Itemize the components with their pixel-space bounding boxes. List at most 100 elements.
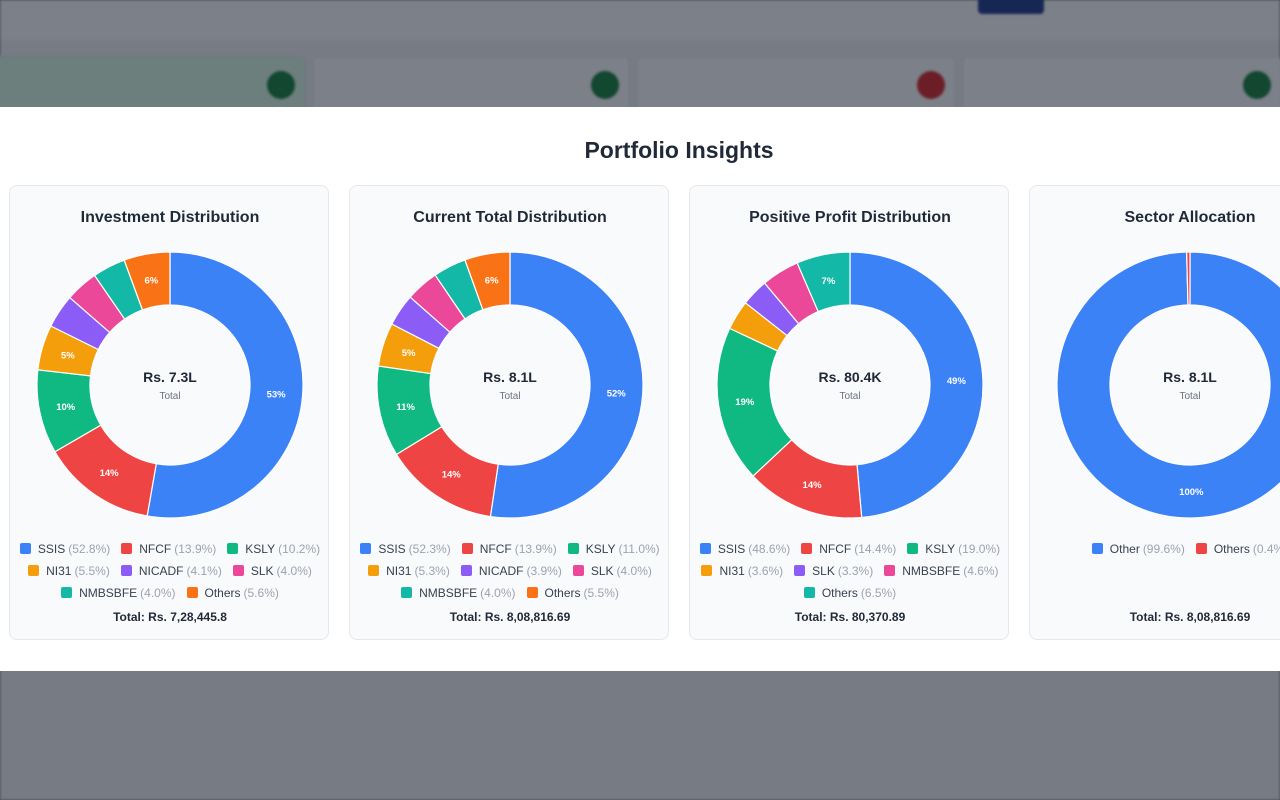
legend-swatch xyxy=(699,543,711,554)
legend-swatch xyxy=(227,543,239,554)
chart-title: Sector Allocation xyxy=(1124,209,1256,226)
chart-title: Investment Distribution xyxy=(80,209,260,226)
donut-slice-ssis[interactable] xyxy=(489,251,644,519)
legend-swatch xyxy=(801,543,813,554)
legend-item-slk[interactable]: SLK (4.0%) xyxy=(572,562,652,579)
slice-label: 14% xyxy=(803,480,823,491)
chart-legend: SSIS (52.8%) NFCF (13.9%) KSLY (10.2%) NI31 (5.… xyxy=(18,540,322,601)
legend-swatch xyxy=(186,587,198,598)
legend-swatch xyxy=(360,543,372,554)
legend-item-slk[interactable]: SLK (4.0%) xyxy=(232,562,312,579)
legend-label: NI31 xyxy=(719,563,745,578)
legend-percent: (5.5%) xyxy=(583,585,619,600)
donut-center-label: Total xyxy=(499,391,520,402)
donut-center-value: Rs. 80.4K xyxy=(818,369,881,385)
legend-item-nicadf[interactable]: NICADF (4.1%) xyxy=(120,562,222,579)
legend-item-ni31[interactable]: NI31 (3.6%) xyxy=(701,562,783,579)
donut-slice-ssis[interactable] xyxy=(146,251,304,519)
donut-center-label: Total xyxy=(159,391,180,402)
legend-item-ksly[interactable]: KSLY (10.2%) xyxy=(227,540,320,557)
legend-item-nmbsbfe[interactable]: NMBSBFE (4.0%) xyxy=(61,584,176,601)
donut-chart: 52% 14% 11% 5% 6% Rs. 8.1L Total xyxy=(376,251,644,519)
donut-slice-others[interactable] xyxy=(1186,251,1191,306)
legend-percent: (10.2%) xyxy=(278,541,321,556)
slice-label: 11% xyxy=(396,402,415,413)
legend-label: SLK xyxy=(590,563,614,578)
legend-label: NFCF xyxy=(139,541,172,556)
legend-swatch xyxy=(701,565,713,576)
legend-swatch xyxy=(1195,543,1207,554)
legend-percent: (52.3%) xyxy=(408,541,451,556)
legend-item-nfcf[interactable]: NFCF (13.9%) xyxy=(461,540,557,557)
legend-item-others[interactable]: Others (5.6%) xyxy=(186,584,279,601)
donut-chart: 100% Rs. 8.1L Total xyxy=(1056,251,1280,519)
legend-label: KSLY xyxy=(925,541,956,556)
legend-percent: (14.4%) xyxy=(854,541,897,556)
legend-percent: (3.6%) xyxy=(747,563,784,578)
slice-label: 53% xyxy=(267,390,287,401)
legend-percent: (5.3%) xyxy=(414,563,450,578)
legend-item-other[interactable]: Other (99.6%) xyxy=(1091,540,1185,557)
legend-item-ssis[interactable]: SSIS (52.8%) xyxy=(19,540,110,557)
legend-item-slk[interactable]: SLK (3.3%) xyxy=(794,562,873,579)
slice-label: 6% xyxy=(145,276,159,287)
legend-swatch xyxy=(572,565,584,576)
legend-label: Other xyxy=(1109,541,1140,556)
donut-center-value: Rs. 8.1L xyxy=(1163,369,1217,385)
donut-slice-other[interactable] xyxy=(1056,251,1280,519)
legend-item-others[interactable]: Others (6.5%) xyxy=(803,584,896,601)
legend-item-ssis[interactable]: SSIS (48.6%) xyxy=(699,540,791,557)
chart-title: Current Total Distribution xyxy=(413,209,607,226)
legend-item-nicadf[interactable]: NICADF (3.9%) xyxy=(460,562,562,579)
legend-item-ni31[interactable]: NI31 (5.3%) xyxy=(368,562,450,579)
legend-percent: (4.6%) xyxy=(963,563,999,578)
donut-slice-others[interactable] xyxy=(464,251,511,311)
donut-center-value: Rs. 8.1L xyxy=(483,369,537,385)
legend-label: Others xyxy=(821,585,858,600)
legend-item-ssis[interactable]: SSIS (52.3%) xyxy=(360,540,451,557)
legend-swatch xyxy=(803,587,815,598)
donut-slice-ssis[interactable] xyxy=(849,251,984,519)
legend-swatch xyxy=(232,565,244,576)
chart-card: Current Total Distribution 52% 14% 11% 5% 6% R… xyxy=(349,185,669,640)
legend-percent: (3.3%) xyxy=(837,563,874,578)
legend-swatch xyxy=(28,565,40,576)
legend-percent: (48.6%) xyxy=(748,541,791,556)
legend-label: NMBSBFE xyxy=(79,585,138,600)
legend-item-nfcf[interactable]: NFCF (14.4%) xyxy=(801,540,896,557)
legend-item-others[interactable]: Others (5.5%) xyxy=(526,584,619,601)
slice-label: 5% xyxy=(61,350,75,361)
chart-card: Positive Profit Distribution 49% 14% 19% 7% R… xyxy=(689,185,1009,640)
legend-label: SSIS xyxy=(378,541,406,556)
donut-slice-others[interactable] xyxy=(123,251,171,311)
donut-slice-others[interactable] xyxy=(796,251,851,313)
legend-item-ksly[interactable]: KSLY (19.0%) xyxy=(907,540,1000,557)
legend-item-nmbsbfe[interactable]: NMBSBFE (4.6%) xyxy=(884,562,999,579)
legend-label: SLK xyxy=(812,563,835,578)
donut-chart: 49% 14% 19% 7% Rs. 80.4K Total xyxy=(716,251,984,519)
legend-item-nmbsbfe[interactable]: NMBSBFE (4.0%) xyxy=(401,584,516,601)
legend-item-nfcf[interactable]: NFCF (13.9%) xyxy=(121,540,216,557)
chart-legend: SSIS (52.3%) NFCF (13.9%) KSLY (11.0%) NI31 (5.… xyxy=(358,540,662,601)
legend-label: SLK xyxy=(250,563,274,578)
legend-swatch xyxy=(19,543,31,554)
slice-label: 19% xyxy=(735,397,755,408)
legend-percent: (5.6%) xyxy=(243,585,279,600)
legend-item-others[interactable]: Others(0.4%) xyxy=(1195,540,1280,557)
legend-label: Others xyxy=(1213,541,1250,556)
legend-percent: (4.0%) xyxy=(140,585,176,600)
legend-item-ni31[interactable]: NI31 (5.5%) xyxy=(28,562,110,579)
legend-swatch xyxy=(794,565,806,576)
chart-legend: SSIS (48.6%) NFCF (14.4%) KSLY (19.0%) NI31 (3.… xyxy=(698,540,1002,601)
donut-center-value: Rs. 7.3L xyxy=(143,369,197,385)
chart-total: Total: Rs. 80,370.89 xyxy=(794,610,906,624)
legend-label: KSLY xyxy=(585,541,616,556)
slice-label: 5% xyxy=(402,348,416,359)
legend-percent: (4.0%) xyxy=(480,585,516,600)
legend-swatch xyxy=(401,587,413,598)
legend-item-ksly[interactable]: KSLY (11.0%) xyxy=(567,540,660,557)
legend-percent: (0.4%) xyxy=(1252,541,1280,556)
legend-label: NFCF xyxy=(479,541,512,556)
legend-swatch xyxy=(526,587,538,598)
legend-swatch xyxy=(460,565,472,576)
